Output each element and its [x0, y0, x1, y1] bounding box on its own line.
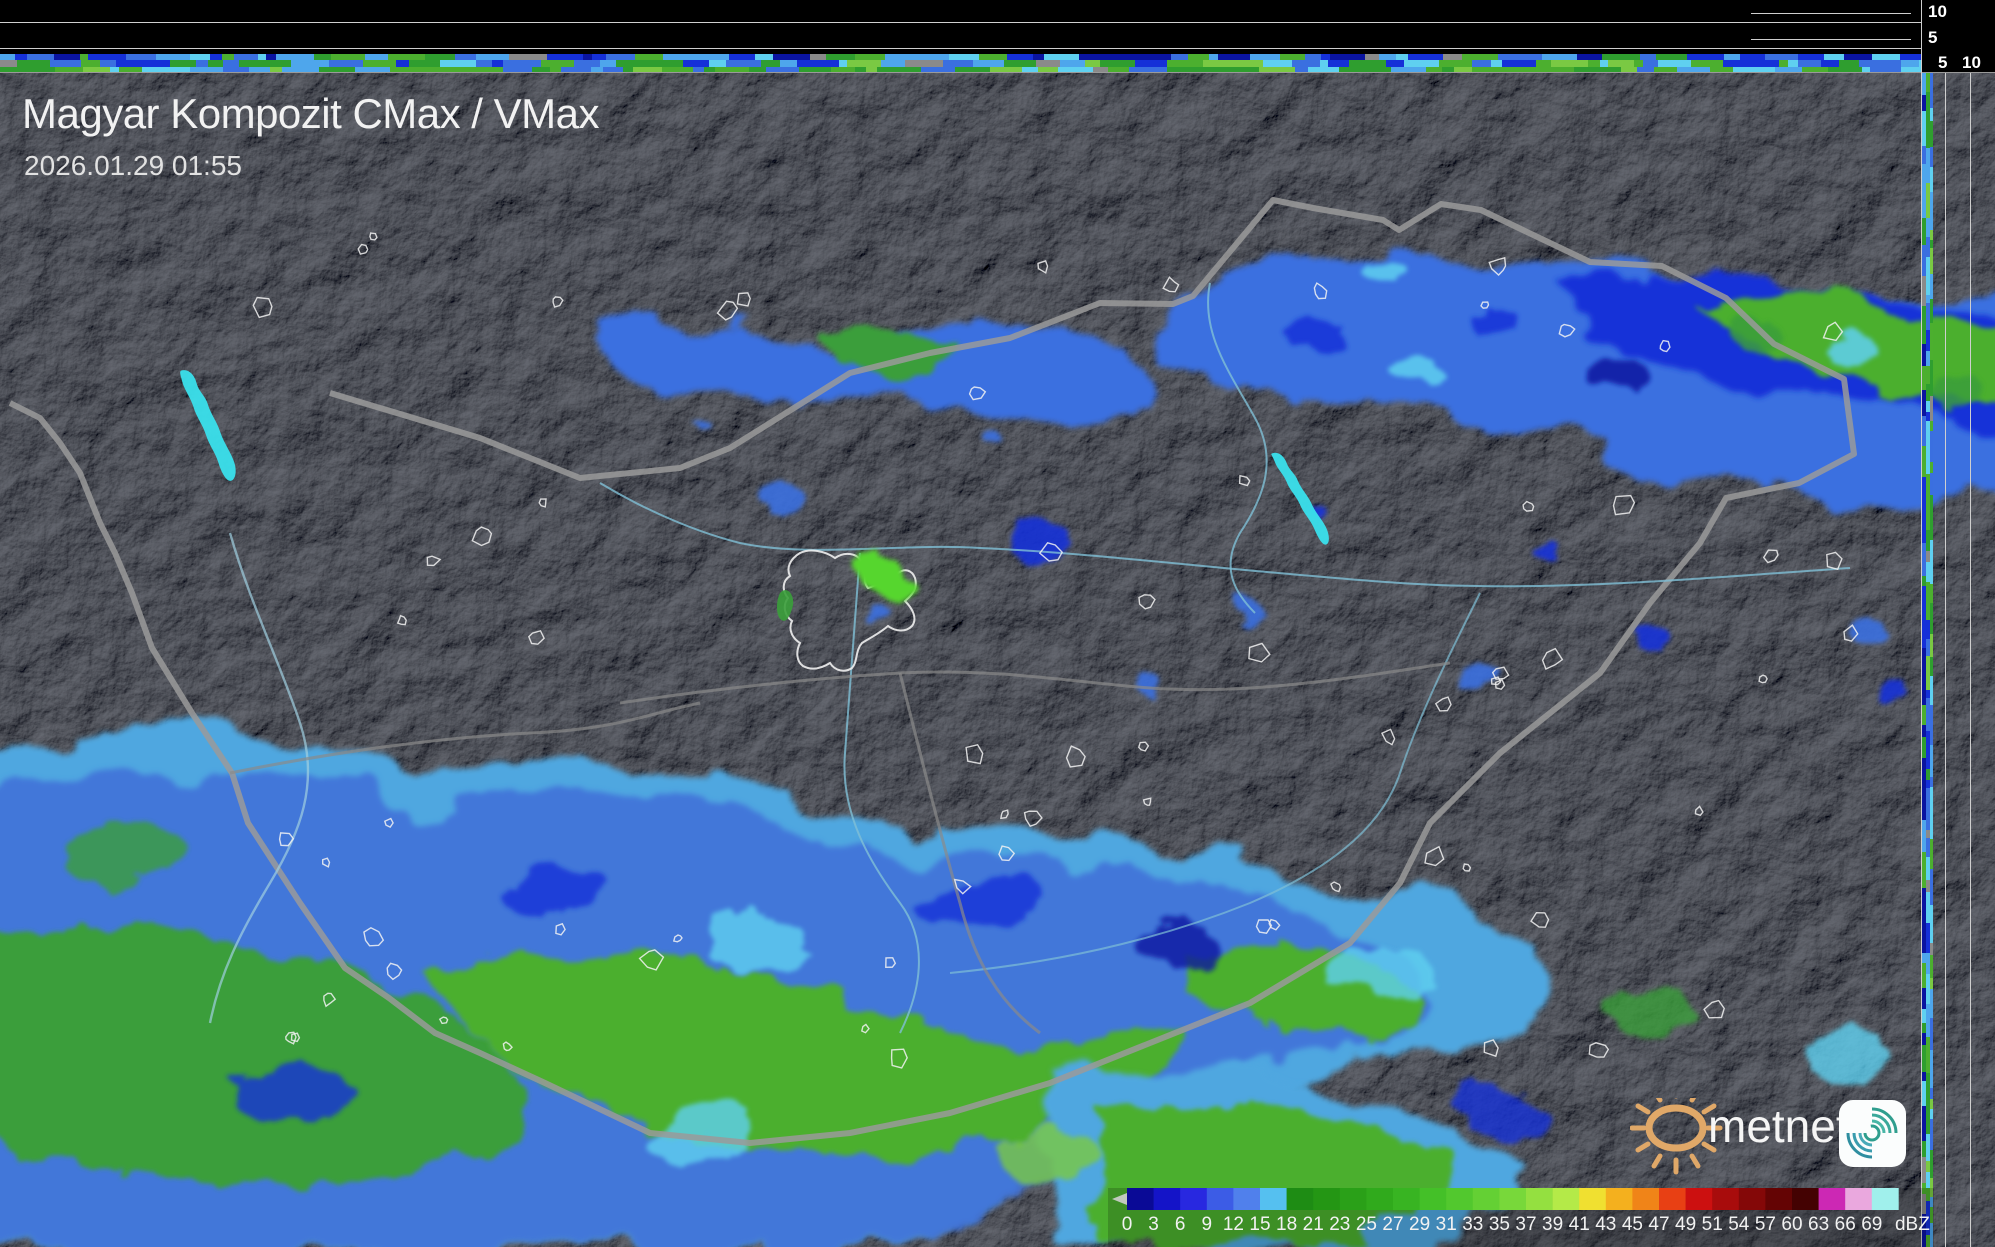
svg-text:39: 39	[1542, 1214, 1563, 1235]
svg-text:dBZ: dBZ	[1895, 1214, 1930, 1235]
svg-text:49: 49	[1675, 1214, 1696, 1235]
svg-text:21: 21	[1303, 1214, 1324, 1235]
svg-text:27: 27	[1382, 1214, 1403, 1235]
svg-text:69: 69	[1861, 1214, 1882, 1235]
svg-text:60: 60	[1781, 1214, 1802, 1235]
svg-text:31: 31	[1436, 1214, 1457, 1235]
svg-text:43: 43	[1595, 1214, 1616, 1235]
svg-text:3: 3	[1148, 1214, 1159, 1235]
svg-text:41: 41	[1569, 1214, 1590, 1235]
svg-text:metnet: metnet	[1708, 1100, 1849, 1152]
svg-text:15: 15	[1249, 1214, 1270, 1235]
svg-text:0: 0	[1122, 1214, 1133, 1235]
svg-text:25: 25	[1356, 1214, 1377, 1235]
svg-text:45: 45	[1622, 1214, 1643, 1235]
svg-text:54: 54	[1728, 1214, 1750, 1235]
svg-text:18: 18	[1276, 1214, 1297, 1235]
svg-text:23: 23	[1329, 1214, 1350, 1235]
svg-text:29: 29	[1409, 1214, 1430, 1235]
svg-text:33: 33	[1462, 1214, 1483, 1235]
svg-text:63: 63	[1808, 1214, 1829, 1235]
svg-text:37: 37	[1515, 1214, 1536, 1235]
svg-text:57: 57	[1755, 1214, 1776, 1235]
svg-text:12: 12	[1223, 1214, 1244, 1235]
svg-text:66: 66	[1835, 1214, 1856, 1235]
svg-text:51: 51	[1702, 1214, 1723, 1235]
svg-text:6: 6	[1175, 1214, 1186, 1235]
svg-text:47: 47	[1648, 1214, 1669, 1235]
svg-text:35: 35	[1489, 1214, 1510, 1235]
svg-text:9: 9	[1202, 1214, 1213, 1235]
